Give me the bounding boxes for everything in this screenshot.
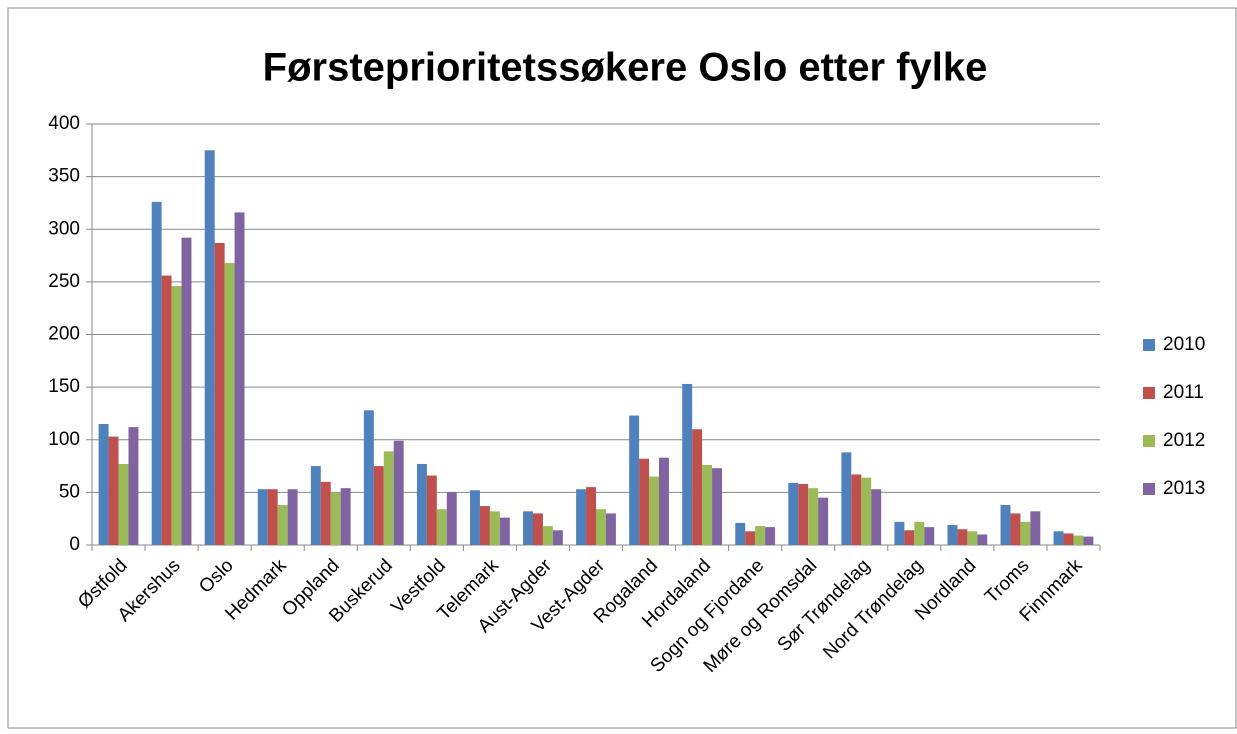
legend-label: 2011 — [1163, 382, 1204, 403]
bar — [542, 526, 553, 545]
bar — [470, 490, 480, 545]
bar — [861, 477, 872, 545]
bar — [788, 482, 799, 545]
bar — [755, 526, 766, 545]
bar — [393, 440, 404, 545]
bar — [533, 513, 543, 545]
y-tick-label: 150 — [48, 376, 80, 397]
bar — [841, 452, 852, 545]
bar — [659, 457, 669, 545]
legend-label: 2010 — [1163, 334, 1205, 355]
bar — [1000, 505, 1011, 545]
bar — [118, 463, 129, 545]
bar — [639, 458, 650, 545]
bar — [682, 383, 693, 545]
chart-title: Førsteprioritetssøkere Oslo etter fylke — [263, 46, 988, 90]
y-tick-label: 50 — [59, 481, 80, 502]
chart-frame — [7, 7, 1237, 729]
bar — [702, 465, 713, 545]
bar — [436, 509, 447, 545]
bar — [957, 529, 968, 545]
bar — [629, 415, 640, 545]
bar — [967, 531, 978, 545]
bar — [1053, 531, 1064, 545]
bar — [446, 492, 457, 545]
bar — [745, 531, 756, 545]
bar — [894, 521, 905, 545]
bar — [161, 275, 172, 545]
bar — [818, 497, 829, 545]
bar — [277, 505, 288, 545]
bar — [363, 410, 374, 545]
bar — [499, 517, 510, 545]
y-tick-label: 0 — [69, 534, 80, 555]
bar — [1063, 533, 1074, 545]
bar — [330, 492, 341, 545]
bar — [310, 466, 321, 545]
bar — [692, 429, 703, 545]
bar — [224, 262, 235, 545]
y-tick-label: 200 — [48, 324, 80, 345]
bar — [1030, 511, 1041, 545]
bar — [798, 483, 809, 545]
legend-swatch — [1143, 339, 1155, 351]
bar — [171, 286, 182, 545]
bar — [765, 527, 776, 545]
y-tick-label: 400 — [48, 113, 80, 134]
bar — [151, 201, 162, 545]
bar — [383, 451, 394, 545]
legend-swatch — [1143, 435, 1155, 447]
bar — [712, 468, 722, 545]
bar — [914, 521, 925, 545]
bar — [479, 506, 490, 545]
legend-label: 2013 — [1163, 478, 1205, 499]
bar — [586, 487, 596, 545]
bar — [552, 530, 563, 545]
bar — [576, 489, 587, 545]
bar — [924, 527, 935, 545]
bar — [234, 212, 245, 545]
bar — [1073, 535, 1084, 545]
bar — [523, 511, 533, 545]
bar — [1083, 536, 1094, 545]
bar — [128, 427, 139, 545]
bar — [1020, 521, 1031, 545]
bar — [426, 475, 437, 545]
bar — [1010, 513, 1021, 545]
bar — [204, 150, 215, 545]
legend-label: 2012 — [1163, 430, 1205, 451]
bar — [214, 242, 225, 545]
bar — [287, 489, 298, 545]
y-tick-label: 300 — [48, 218, 80, 239]
bar — [977, 534, 988, 545]
bar — [904, 530, 915, 545]
bar — [489, 511, 500, 545]
bar — [947, 525, 958, 545]
bar — [181, 237, 192, 546]
bar — [596, 509, 606, 545]
bar — [98, 423, 109, 545]
bar — [735, 522, 746, 545]
bar — [871, 489, 882, 545]
legend-swatch — [1143, 387, 1155, 399]
bar — [267, 489, 278, 545]
y-tick-label: 350 — [48, 166, 80, 187]
y-tick-label: 100 — [48, 429, 80, 450]
bar — [257, 489, 268, 545]
bar — [340, 488, 351, 545]
legend-swatch — [1143, 483, 1155, 495]
bar — [373, 466, 384, 545]
bar — [416, 463, 427, 545]
bar — [320, 481, 331, 545]
y-tick-label: 250 — [48, 271, 80, 292]
bar — [649, 476, 659, 545]
bar — [851, 474, 862, 545]
bar — [605, 513, 616, 545]
bar — [108, 436, 119, 545]
bar — [808, 488, 819, 545]
